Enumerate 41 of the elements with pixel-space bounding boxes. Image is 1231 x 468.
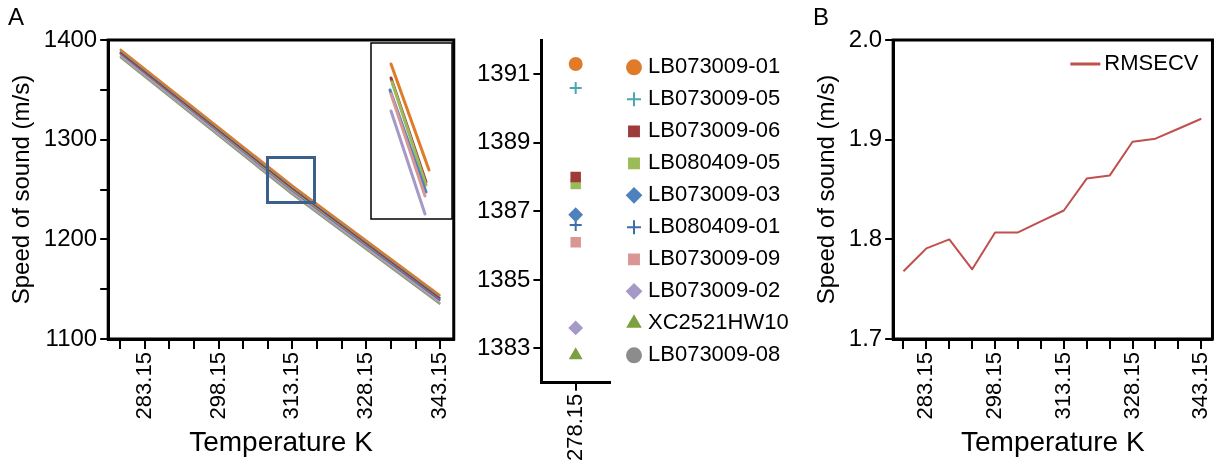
x-tick-label: 313.15 [1049,352,1075,420]
x-tick-label: 313.15 [278,352,304,420]
x-tick-label: 283.15 [130,352,156,420]
legend-label: RMSECV [1104,50,1199,76]
legend-label: LB073009-06 [648,117,781,143]
y-tick-label: 1385 [477,264,531,292]
legend-label: LB073009-09 [648,245,781,271]
y-axis-title: Speed of sound (m/s) [812,74,840,305]
legend-label: LB073009-05 [648,85,781,111]
text: A [8,2,25,30]
y-tick-label: 1.7 [848,323,883,351]
legend-label: LB080409-05 [648,149,781,175]
x-axis-title: Temperature K [189,425,374,457]
legend-label: LB073009-02 [648,277,781,303]
x-tick-label: 298.15 [981,352,1007,420]
x-tick-label: 283.15 [912,352,938,420]
y-tick-label: 1.9 [848,124,883,152]
x-tick-label: 278.15 [561,393,587,462]
legend-label: LB073009-03 [648,181,781,207]
x-tick-label: 328.15 [1118,352,1144,420]
y-tick-label: 1.8 [848,224,883,252]
x-tick-label: 343.15 [426,352,452,420]
x-tick-label: 298.15 [204,352,230,420]
legend-label: LB073009-01 [648,53,781,79]
y-tick-label: 1391 [477,58,531,86]
legend-label: XC2521HW10 [648,309,789,335]
x-tick-label: 328.15 [352,352,378,420]
x-axis-title: Temperature K [961,425,1145,457]
legend-label: LB080409-01 [648,213,781,239]
y-tick-label: 1400 [43,24,98,52]
y-tick-label: 1300 [43,124,98,152]
text: B [813,2,830,30]
y-tick-label: 1100 [45,323,98,351]
y-tick-label: 1389 [477,127,531,155]
y-tick-label: 1200 [43,224,98,252]
y-tick-label: 1383 [477,333,531,361]
y-axis-title: Speed of sound (m/s) [7,74,35,305]
y-tick-label: 1387 [477,195,531,223]
legend-label: LB073009-08 [648,341,781,367]
x-tick-label: 343.15 [1187,352,1213,420]
y-tick-label: 2.0 [848,24,883,52]
